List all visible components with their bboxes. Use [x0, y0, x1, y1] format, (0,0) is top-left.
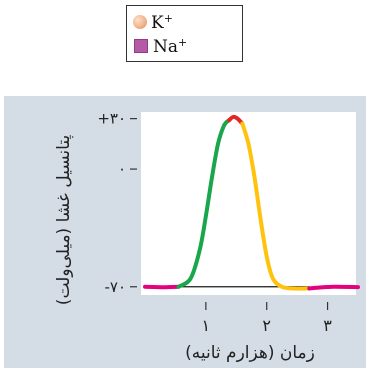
legend-item-potassium: K+ — [133, 10, 173, 34]
y-tick-label-2: ۰ — [118, 160, 126, 178]
series-line-3 — [226, 114, 245, 126]
legend-sodium-charge: + — [178, 35, 188, 49]
series-line-4 — [240, 121, 312, 291]
x-tick-label-3: ۳ — [323, 316, 332, 335]
legend-sodium-symbol: Na — [153, 36, 179, 57]
legend-potassium-symbol: K — [151, 12, 164, 33]
legend: K+ Na+ — [126, 5, 243, 62]
series-line-2 — [176, 118, 231, 289]
y-tick-label-1: +۳۰ — [97, 110, 126, 128]
x-axis-label: زمان (هزارم ثانیه) — [185, 343, 315, 363]
y-tick-label-3: -۷۰ — [104, 278, 126, 296]
purple-square-icon — [134, 39, 148, 53]
x-tick-label-1: ۱ — [202, 316, 211, 335]
series-line-1 — [143, 284, 181, 290]
legend-item-sodium: Na+ — [133, 34, 187, 58]
y-axis-label: پتانسیل غشا (میلی‌ولت) — [54, 135, 74, 306]
legend-potassium-charge: + — [163, 11, 173, 25]
series-line-5 — [307, 284, 360, 291]
orange-ball-icon — [133, 15, 147, 29]
x-tick-label-2: ۲ — [262, 316, 271, 335]
